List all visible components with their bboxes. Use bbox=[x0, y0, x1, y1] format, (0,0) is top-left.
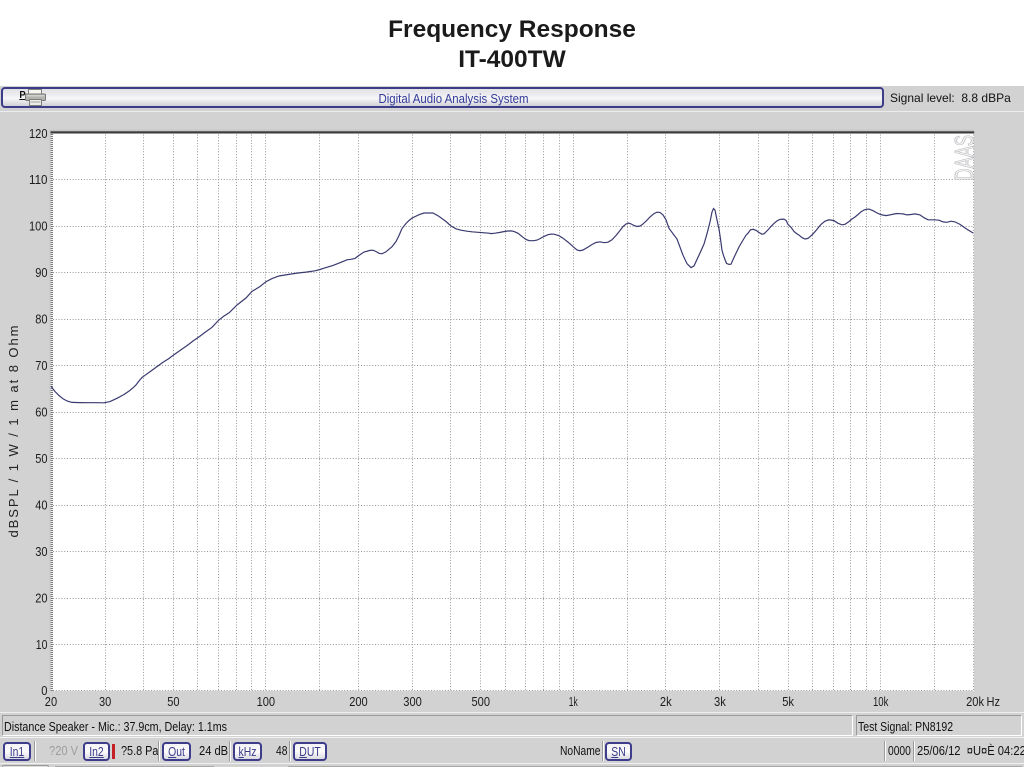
svg-text:200: 200 bbox=[349, 695, 368, 709]
svg-text:10: 10 bbox=[36, 638, 48, 652]
svg-text:60: 60 bbox=[35, 406, 47, 420]
svg-text:1k: 1k bbox=[569, 695, 578, 709]
svg-text:300: 300 bbox=[403, 695, 422, 709]
svg-text:70: 70 bbox=[35, 359, 47, 373]
svg-text:0: 0 bbox=[41, 684, 47, 698]
svg-text:dBSPL / 1 W / 1 m at 8 Ohm: dBSPL / 1 W / 1 m at 8 Ohm bbox=[6, 326, 21, 538]
svg-text:50: 50 bbox=[35, 452, 47, 466]
svg-text:30: 30 bbox=[99, 695, 111, 709]
svg-text:500: 500 bbox=[472, 695, 491, 709]
svg-text:3k: 3k bbox=[714, 695, 726, 709]
svg-text:100: 100 bbox=[29, 220, 48, 234]
svg-text:110: 110 bbox=[29, 173, 48, 187]
svg-text:20: 20 bbox=[35, 591, 47, 605]
svg-text:10k: 10k bbox=[873, 695, 889, 709]
svg-text:DAAS: DAAS bbox=[949, 135, 979, 181]
svg-text:40: 40 bbox=[35, 498, 47, 512]
svg-text:120: 120 bbox=[29, 127, 48, 141]
svg-text:2k: 2k bbox=[660, 695, 672, 709]
svg-text:Hz: Hz bbox=[987, 695, 1001, 709]
svg-text:20k: 20k bbox=[966, 695, 985, 709]
svg-text:30: 30 bbox=[35, 545, 47, 559]
svg-text:80: 80 bbox=[35, 313, 47, 327]
svg-text:20: 20 bbox=[45, 695, 57, 709]
svg-text:5k: 5k bbox=[782, 695, 794, 709]
svg-text:100: 100 bbox=[257, 695, 276, 709]
svg-text:90: 90 bbox=[35, 266, 47, 280]
svg-text:50: 50 bbox=[167, 695, 179, 709]
